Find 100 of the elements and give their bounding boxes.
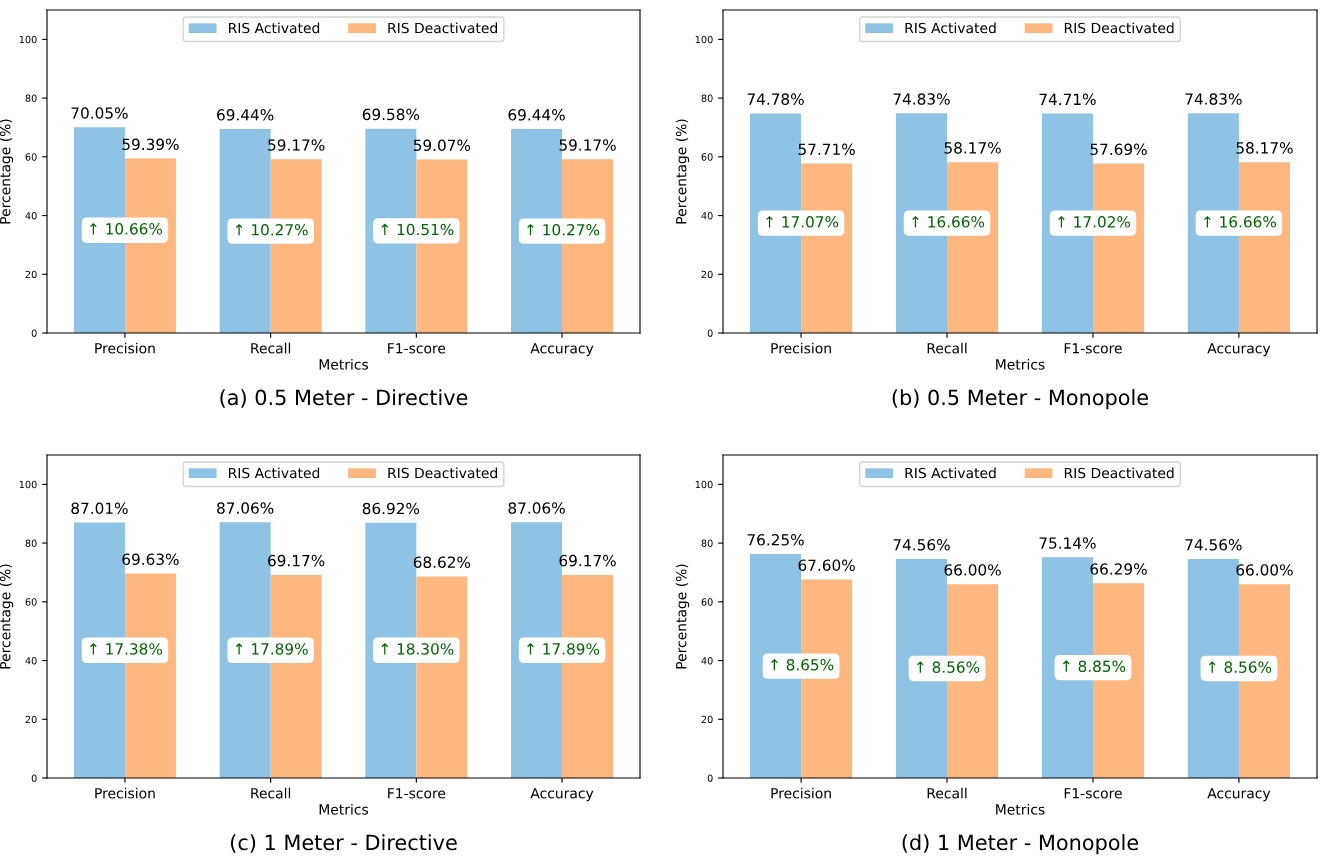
data-label: 69.63% — [122, 553, 179, 566]
text: (a) 0.5 Meter - Directive — [220, 389, 468, 408]
y-tick-label: 40 — [701, 657, 713, 665]
y-tick-label: 0 — [31, 329, 37, 337]
x-tick-label: Recall — [927, 342, 967, 354]
annotation: ↑ 18.30% — [381, 643, 454, 655]
annotation: ↑ 16.66% — [912, 216, 985, 228]
y-tick-label: 40 — [25, 657, 37, 665]
y-axis-title: Percentage (%) — [0, 119, 14, 224]
annotation: ↑ 10.66% — [90, 223, 163, 235]
data-label: 70.05% — [71, 107, 128, 119]
data-label: 76.25% — [747, 534, 804, 546]
x-tick-label: F1-score — [1064, 343, 1122, 354]
annotation: ↑ 8.65% — [771, 659, 834, 671]
data-label: 74.71% — [1039, 93, 1096, 106]
x-tick-label: Accuracy — [1207, 343, 1271, 357]
text: (c) 1 Meter - Directive — [230, 834, 457, 853]
x-tick-label: Recall — [927, 787, 967, 799]
text: (d) 1 Meter - Monopole — [902, 834, 1139, 855]
data-label: 69.17% — [268, 554, 325, 567]
x-tick-label: Recall — [251, 342, 291, 354]
data-label: 87.01% — [71, 502, 128, 514]
y-tick-label: 100 — [19, 35, 37, 44]
y-tick-label: 80 — [701, 94, 713, 102]
y-tick-label: 100 — [19, 480, 37, 489]
y-tick-label: 60 — [701, 598, 713, 606]
y-tick-label: 100 — [695, 480, 713, 489]
data-label: 66.00% — [944, 564, 1001, 576]
x-tick-label: Recall — [251, 787, 291, 799]
data-label: 68.62% — [413, 556, 471, 568]
y-tick-label: 60 — [25, 153, 37, 161]
legend-label: RIS Activated — [229, 22, 320, 34]
y-tick-label: 20 — [25, 270, 37, 279]
y-axis-title: Percentage (%) — [675, 564, 690, 669]
x-tick-label: Precision — [771, 342, 831, 354]
x-tick-label: Precision — [771, 787, 831, 799]
x-tick-label: Precision — [95, 342, 155, 354]
annotation: ↑ 17.02% — [1058, 216, 1131, 228]
text: (b) 0.5 Meter - Monopole — [892, 389, 1148, 410]
data-label: 74.78% — [747, 93, 804, 105]
annotation: ↑ 8.56% — [1208, 661, 1272, 673]
x-tick-label: Accuracy — [530, 343, 594, 357]
x-tick-label: Precision — [95, 787, 155, 799]
data-label: 69.17% — [559, 554, 616, 567]
y-tick-label: 20 — [701, 715, 713, 724]
y-tick-label: 20 — [701, 270, 713, 279]
legend-label: RIS Activated — [905, 22, 996, 34]
y-tick-label: 40 — [701, 212, 713, 220]
y-tick-label: 0 — [707, 329, 713, 337]
data-label: 59.17% — [268, 139, 325, 151]
y-tick-label: 80 — [25, 539, 37, 547]
legend-label: RIS Deactivated — [388, 467, 497, 479]
y-tick-label: 100 — [695, 35, 713, 44]
y-axis-title: Percentage (%) — [0, 564, 14, 669]
x-tick-label: Accuracy — [530, 788, 594, 802]
legend-label: RIS Deactivated — [1064, 22, 1174, 34]
data-label: 86.92% — [362, 502, 420, 515]
legend-label: RIS Deactivated — [1064, 467, 1174, 479]
data-label: 66.29% — [1090, 563, 1147, 575]
data-label: 57.69% — [1090, 143, 1147, 156]
legend-label: RIS Activated — [905, 467, 996, 479]
data-label: 69.44% — [508, 109, 565, 121]
data-label: 57.71% — [798, 143, 855, 156]
data-label: 59.17% — [559, 139, 616, 151]
y-tick-label: 20 — [25, 715, 37, 724]
x-tick-label: F1-score — [388, 343, 446, 354]
annotation: ↑ 10.27% — [527, 223, 600, 236]
annotation: ↑ 16.66% — [1204, 216, 1277, 228]
y-tick-label: 60 — [701, 153, 713, 161]
data-label: 87.06% — [217, 502, 274, 514]
annotation: ↑ 17.89% — [527, 643, 600, 655]
legend-label: RIS Activated — [229, 467, 320, 479]
x-tick-label: F1-score — [1064, 788, 1122, 799]
x-tick-label: Accuracy — [1207, 788, 1271, 802]
data-label: 75.14% — [1039, 537, 1096, 549]
x-axis-title: Metrics — [319, 358, 369, 370]
y-tick-label: 40 — [25, 212, 37, 220]
data-label: 74.56% — [893, 538, 950, 551]
data-label: 59.07% — [413, 139, 471, 152]
annotation: ↑ 17.89% — [235, 643, 308, 655]
legend-label: RIS Deactivated — [388, 22, 497, 34]
x-axis-title: Metrics — [996, 803, 1045, 815]
data-label: 59.39% — [122, 138, 179, 151]
y-tick-label: 80 — [701, 539, 713, 547]
y-tick-label: 0 — [707, 774, 713, 782]
data-label: 67.60% — [798, 559, 855, 571]
annotation: ↑ 17.07% — [766, 216, 839, 228]
y-axis-title: Percentage (%) — [675, 119, 690, 224]
annotation: ↑ 10.27% — [235, 223, 308, 236]
y-tick-label: 80 — [25, 94, 37, 102]
annotation: ↑ 17.38% — [90, 643, 163, 655]
annotation: ↑ 8.85% — [1063, 660, 1126, 673]
y-tick-label: 0 — [31, 774, 37, 782]
data-label: 74.83% — [1185, 93, 1242, 105]
data-label: 69.44% — [217, 109, 274, 121]
data-label: 74.83% — [893, 93, 950, 105]
x-tick-label: F1-score — [388, 788, 446, 799]
x-axis-title: Metrics — [319, 803, 369, 815]
annotation: ↑ 10.51% — [381, 223, 454, 236]
data-label: 74.56% — [1185, 538, 1242, 551]
